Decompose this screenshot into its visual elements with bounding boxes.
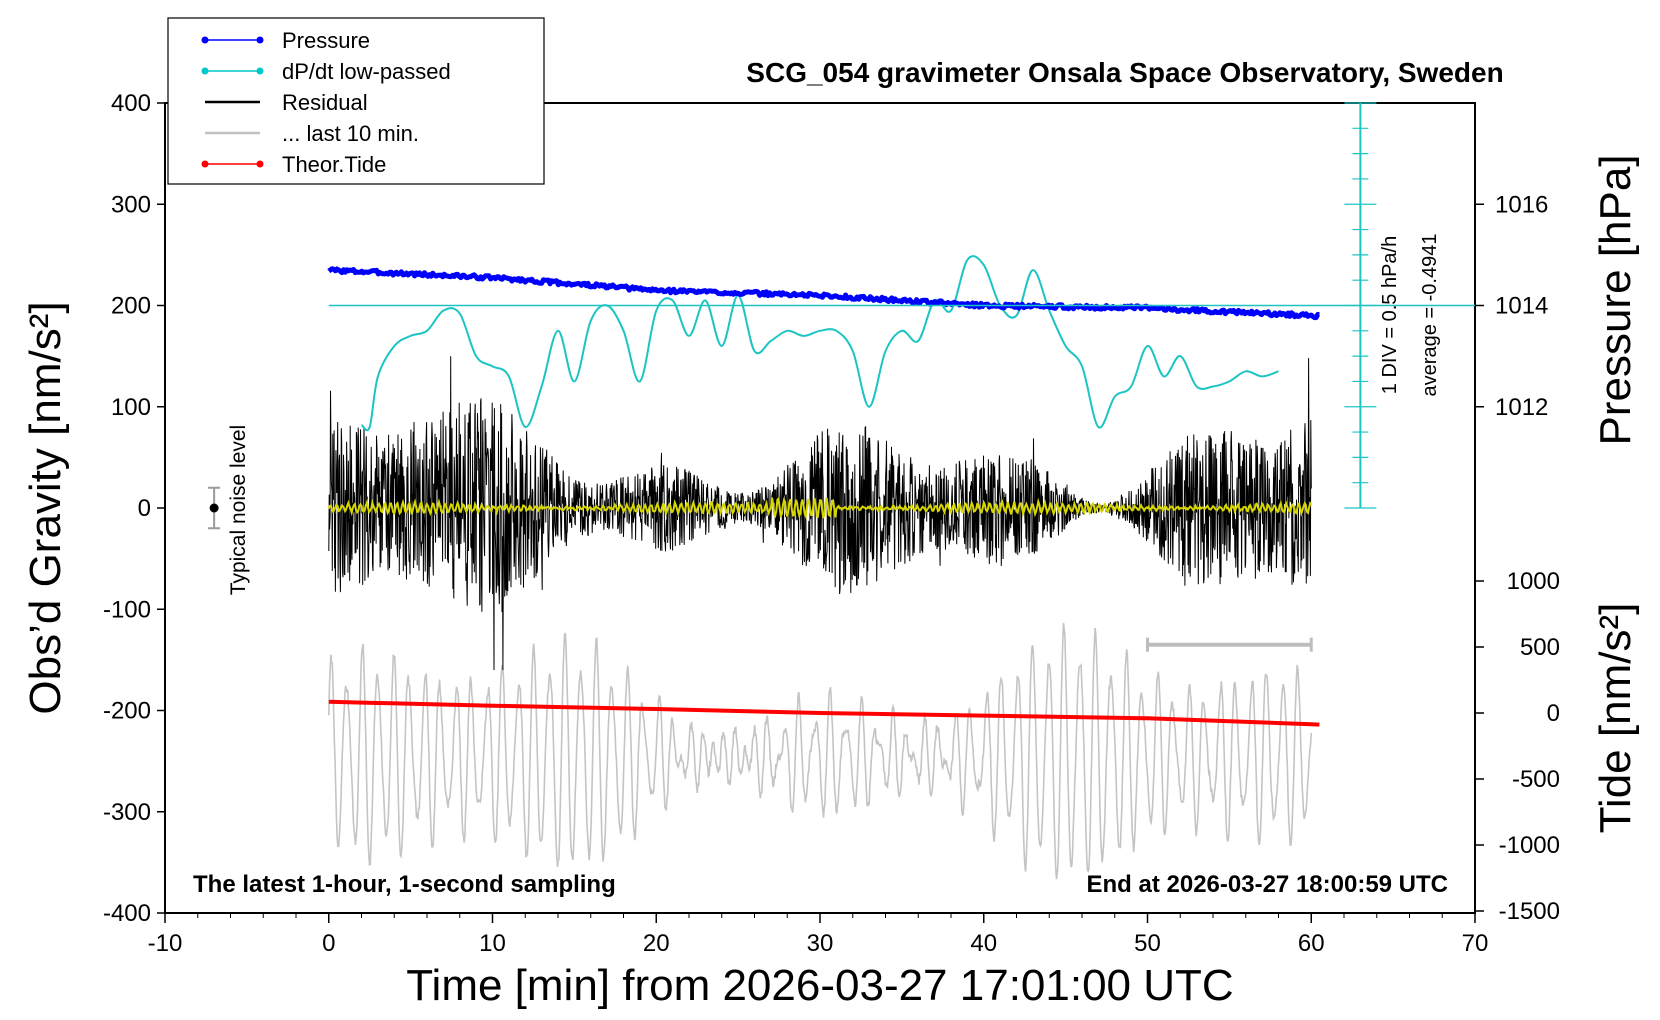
left-y-axis: 400 300 200 100 0 -100 -200 -300 -400 <box>103 90 165 927</box>
pressure-axis: 1016 1014 1012 <box>1475 191 1548 421</box>
series-dpdt-low-passed <box>360 255 1279 432</box>
x-axis-title: Time [min] from 2026-03-27 17:01:00 UTC <box>406 961 1233 1010</box>
dpdt-line <box>360 255 1279 432</box>
y-tick-label: 300 <box>111 191 151 218</box>
legend-marker <box>201 36 209 44</box>
legend-label: Theor.Tide <box>282 152 386 177</box>
y-tick-label: 0 <box>138 495 151 522</box>
series-last-10-min <box>328 622 1313 880</box>
scale-annotation-div: 1 DIV = 0.5 hPa/h <box>1379 236 1401 394</box>
pressure-tick-label: 1014 <box>1495 293 1548 320</box>
tide-tick-label: -1000 <box>1499 832 1560 859</box>
pressure-line <box>327 266 1321 321</box>
series-residual-filtered <box>327 496 1313 520</box>
tide-tick-label: -1500 <box>1499 898 1560 925</box>
x-tick-label: 50 <box>1134 930 1161 957</box>
pressure-tick-label: 1016 <box>1495 191 1548 218</box>
noise-level-bar <box>208 486 221 530</box>
legend-marker <box>201 67 209 75</box>
x-tick-label: 10 <box>479 930 506 957</box>
tide-axis: 1000 500 0 -500 -1000 -1500 <box>1475 568 1560 925</box>
residual-line <box>328 356 1312 671</box>
series-residual <box>328 356 1312 671</box>
y-tick-label: 100 <box>111 394 151 421</box>
legend-marker <box>256 67 264 75</box>
tide-tick-label: 1000 <box>1507 568 1560 595</box>
y-tick-label: -400 <box>103 900 151 927</box>
legend-label: Residual <box>282 90 368 115</box>
pressure-tick-label: 1012 <box>1495 394 1548 421</box>
filtered-residual-line <box>327 496 1313 520</box>
pressure-axis-title: Pressure [hPa] <box>1591 154 1640 445</box>
tide-line <box>328 699 1320 727</box>
series-theor-tide <box>328 699 1320 727</box>
noise-bar-dot <box>209 503 219 513</box>
y-tick-label: 400 <box>111 90 151 117</box>
y-tick-label: -100 <box>103 596 151 623</box>
legend-marker <box>256 160 264 168</box>
legend-label: dP/dt low-passed <box>282 59 451 84</box>
pressure-scale-bar <box>328 102 1475 509</box>
noise-level-label: Typical noise level <box>227 425 250 595</box>
scale-annotation-average: average = -0.4941 <box>1419 234 1441 397</box>
x-tick-label: 20 <box>643 930 670 957</box>
x-tick-label: 30 <box>807 930 834 957</box>
chart-title: SCG_054 gravimeter Onsala Space Observat… <box>746 57 1503 88</box>
tide-tick-label: 0 <box>1547 700 1560 727</box>
x-axis: -10 0 10 20 30 40 50 60 70 <box>148 913 1489 957</box>
x-tick-label: 40 <box>970 930 997 957</box>
legend-label: Pressure <box>282 28 370 53</box>
y-tick-label: -300 <box>103 799 151 826</box>
x-tick-label: -10 <box>148 930 183 957</box>
tide-axis-title: Tide [nm/s²] <box>1591 603 1640 834</box>
x-tick-label: 60 <box>1298 930 1325 957</box>
legend-marker <box>201 160 209 168</box>
tide-tick-label: 500 <box>1520 634 1560 661</box>
legend-marker <box>256 36 264 44</box>
last-10-min-bar <box>1146 637 1313 652</box>
series-pressure <box>327 266 1321 321</box>
sampling-note: The latest 1-hour, 1-second sampling <box>193 871 616 898</box>
y-tick-label: 200 <box>111 293 151 320</box>
x-tick-label: 70 <box>1462 930 1489 957</box>
y-tick-label: -200 <box>103 698 151 725</box>
legend-label: ... last 10 min. <box>282 121 419 146</box>
tide-tick-label: -500 <box>1512 766 1560 793</box>
left-axis-title: Obs’d Gravity [nm/s²] <box>21 301 70 714</box>
last-10-min-line <box>328 622 1313 880</box>
x-tick-label: 0 <box>322 930 335 957</box>
end-time-note: End at 2026-03-27 18:00:59 UTC <box>1087 871 1449 898</box>
legend: Pressure dP/dt low-passed Residual ... last… <box>167 17 545 185</box>
